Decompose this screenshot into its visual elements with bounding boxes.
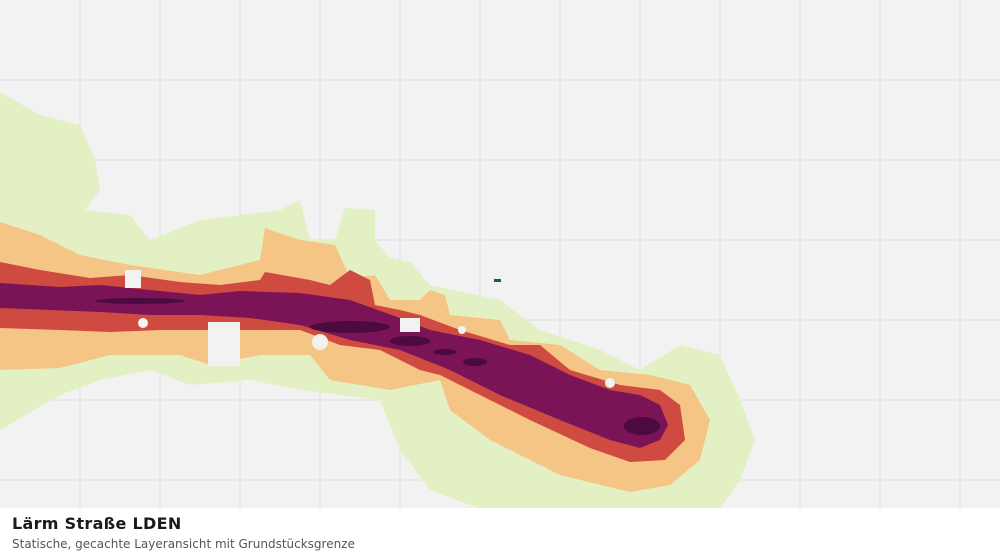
marker — [494, 279, 501, 282]
layer-subtitle: Statische, gecachte Layeransicht mit Gru… — [12, 537, 355, 551]
noise-zone-very-high — [0, 283, 668, 448]
building-gaps — [125, 270, 615, 388]
legend-footer: Lärm Straße LDEN Statische, gecachte Lay… — [0, 508, 1000, 560]
layer-title: Lärm Straße LDEN — [12, 514, 182, 533]
noise-zone-extreme — [95, 298, 660, 435]
